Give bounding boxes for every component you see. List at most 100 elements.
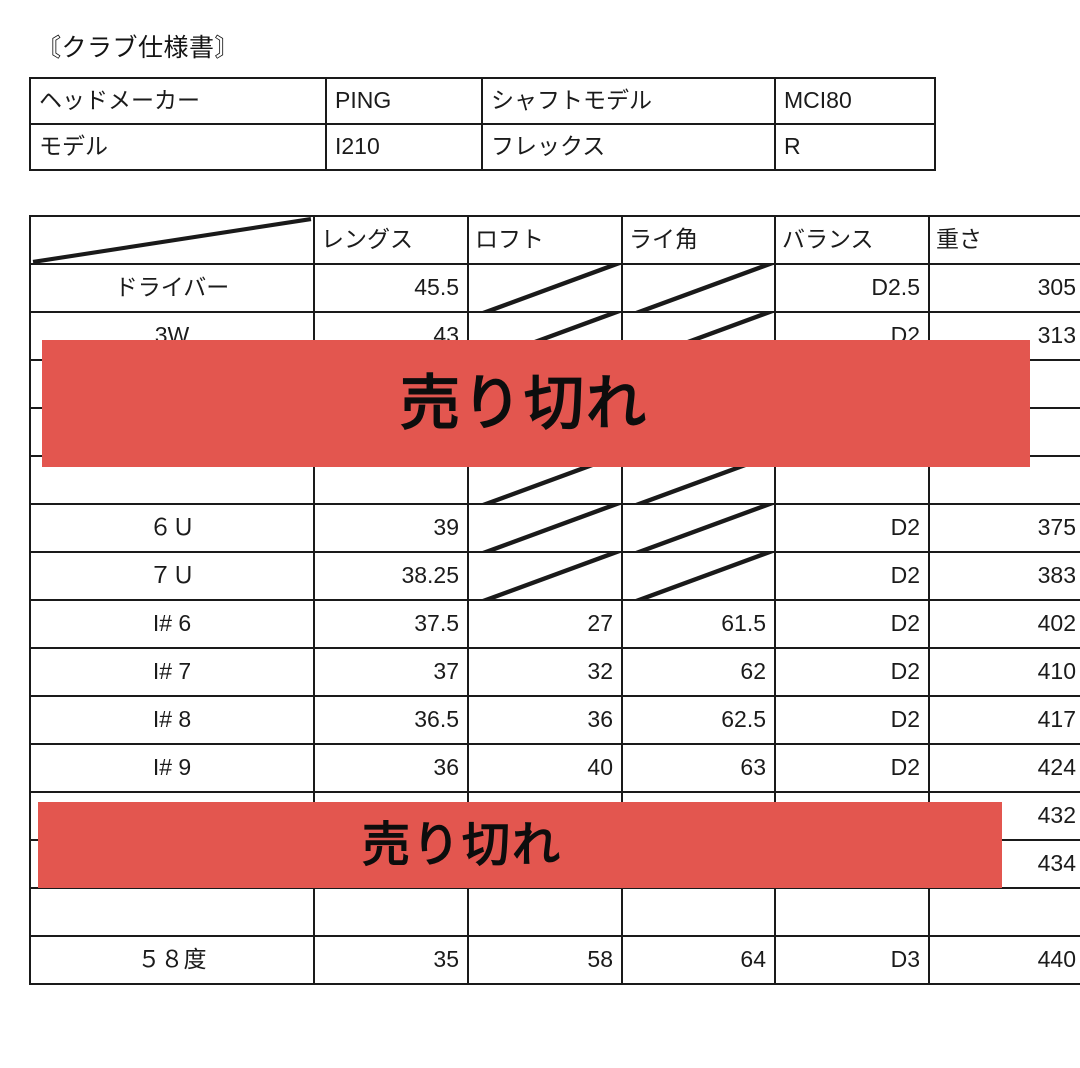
cell-length-text: 37 (433, 658, 459, 685)
cell-lie: 64 (621, 935, 776, 985)
cell-club-name: I# 9 (29, 743, 315, 793)
cell-lie-text: 61.5 (721, 610, 766, 637)
column-header-weight: 重さ (928, 215, 1080, 265)
sold-out-label: 売り切れ (361, 817, 562, 873)
cell-club-name-text: I# 6 (152, 610, 192, 637)
spec-label-model: モデル (29, 123, 327, 171)
cell-balance: D2.5 (774, 263, 930, 313)
cell-weight-text: 410 (1037, 658, 1076, 685)
cell-weight: 305 (928, 263, 1080, 313)
table-row: I# 9 36 40 63 D2 424 (29, 743, 1080, 793)
cell-lie: 63 (621, 743, 776, 793)
table-row: ７Ｕ 38.25 D2 383 (29, 551, 1080, 601)
table-row: I# 6 37.5 27 61.5 D2 402 (29, 599, 1080, 649)
cell-club-name-text: ６Ｕ (149, 514, 195, 541)
table-row: ドライバー 45.5 D2.5 305 (29, 263, 1080, 313)
spec-label-shaft-model: シャフトモデル (481, 77, 776, 125)
cell-weight-text: 402 (1037, 610, 1076, 637)
cell-loft: 58 (467, 935, 623, 985)
cell-balance-text: D2.5 (871, 274, 920, 301)
cell-weight-text: 417 (1037, 706, 1076, 733)
sold-out-banner: 売り切れ (38, 802, 1002, 888)
cell-length: 39 (313, 503, 469, 553)
cell-weight-text: 305 (1037, 274, 1076, 301)
cell-weight-text: 432 (1037, 802, 1076, 829)
cell-loft: 32 (467, 647, 623, 697)
cell-lie-text: 62.5 (721, 706, 766, 733)
cell-lie-text: 62 (740, 658, 766, 685)
cell-loft (467, 551, 623, 601)
cell-lie: 61.5 (621, 599, 776, 649)
cell-length-text: 35 (433, 946, 459, 973)
cell-loft-text: 27 (587, 610, 613, 637)
table-header-row: レングス ロフト ライ角 バランス 重さ (29, 215, 1080, 265)
cell-weight: 440 (928, 935, 1080, 985)
cell-length-text: 36.5 (414, 706, 459, 733)
cell-club-name: ドライバー (29, 263, 315, 313)
cell-club-name: I# 6 (29, 599, 315, 649)
cell-length: 37.5 (313, 599, 469, 649)
cell-club-name-text: I# 7 (152, 658, 192, 685)
diagonal-slash-icon (485, 554, 618, 598)
cell-balance-text: D2 (890, 754, 920, 781)
cell-weight-text: 375 (1037, 514, 1076, 541)
cell-length (313, 887, 469, 937)
cell-loft-text: 36 (587, 706, 613, 733)
cell-lie-text: 64 (740, 946, 766, 973)
cell-balance: D2 (774, 551, 930, 601)
cell-balance-text: D3 (890, 946, 920, 973)
cell-length: 36 (313, 743, 469, 793)
column-header-loft: ロフト (467, 215, 623, 265)
cell-length-text: 36 (433, 754, 459, 781)
cell-length: 37 (313, 647, 469, 697)
cell-weight-text: 313 (1037, 322, 1076, 349)
cell-loft (467, 503, 623, 553)
spec-table-body: ヘッドメーカー PING シャフトモデル MCI80 モデル I210 フレック… (29, 77, 936, 171)
cell-club-name: I# 7 (29, 647, 315, 697)
diagonal-slash-icon (638, 554, 771, 598)
cell-length-text: 45.5 (414, 274, 459, 301)
cell-length-text: 37.5 (414, 610, 459, 637)
cell-lie (621, 263, 776, 313)
cell-loft-text: 40 (587, 754, 613, 781)
cell-weight-text: 383 (1037, 562, 1076, 589)
cell-length: 35 (313, 935, 469, 985)
cell-lie (621, 887, 776, 937)
cell-balance: D2 (774, 695, 930, 745)
cell-balance-text: D2 (890, 610, 920, 637)
cell-length: 36.5 (313, 695, 469, 745)
spec-value-model: I210 (325, 123, 483, 171)
sold-out-banner: 売り切れ (42, 340, 1030, 467)
cell-loft (467, 263, 623, 313)
table-row: I# 7 37 32 62 D2 410 (29, 647, 1080, 697)
diagonal-slash-icon (32, 218, 312, 262)
table-row: モデル I210 フレックス R (29, 123, 936, 171)
cell-club-name: ５８度 (29, 935, 315, 985)
column-header-balance: バランス (774, 215, 930, 265)
cell-club-name-text: ５８度 (137, 946, 207, 973)
cell-balance-text: D2 (890, 658, 920, 685)
cell-club-name-text: I# 8 (152, 706, 192, 733)
column-header-length: レングス (313, 215, 469, 265)
table-row: I# 8 36.5 36 62.5 D2 417 (29, 695, 1080, 745)
cell-loft: 27 (467, 599, 623, 649)
table-row: ６Ｕ 39 D2 375 (29, 503, 1080, 553)
cell-weight-text: 434 (1037, 850, 1076, 877)
cell-weight: 402 (928, 599, 1080, 649)
cell-balance-text: D2 (890, 562, 920, 589)
cell-weight-text: 424 (1037, 754, 1076, 781)
diagonal-slash-icon (485, 266, 618, 310)
cell-weight: 424 (928, 743, 1080, 793)
cell-lie-text: 63 (740, 754, 766, 781)
cell-length: 45.5 (313, 263, 469, 313)
club-spec-header-table: ヘッドメーカー PING シャフトモデル MCI80 モデル I210 フレック… (29, 77, 936, 171)
cell-length-text: 38.25 (401, 562, 459, 589)
cell-club-name (29, 887, 315, 937)
cell-club-name: ７Ｕ (29, 551, 315, 601)
table-row: ヘッドメーカー PING シャフトモデル MCI80 (29, 77, 936, 125)
cell-weight: 383 (928, 551, 1080, 601)
spec-value-shaft-model: MCI80 (774, 77, 936, 125)
cell-loft: 36 (467, 695, 623, 745)
cell-club-name: ６Ｕ (29, 503, 315, 553)
